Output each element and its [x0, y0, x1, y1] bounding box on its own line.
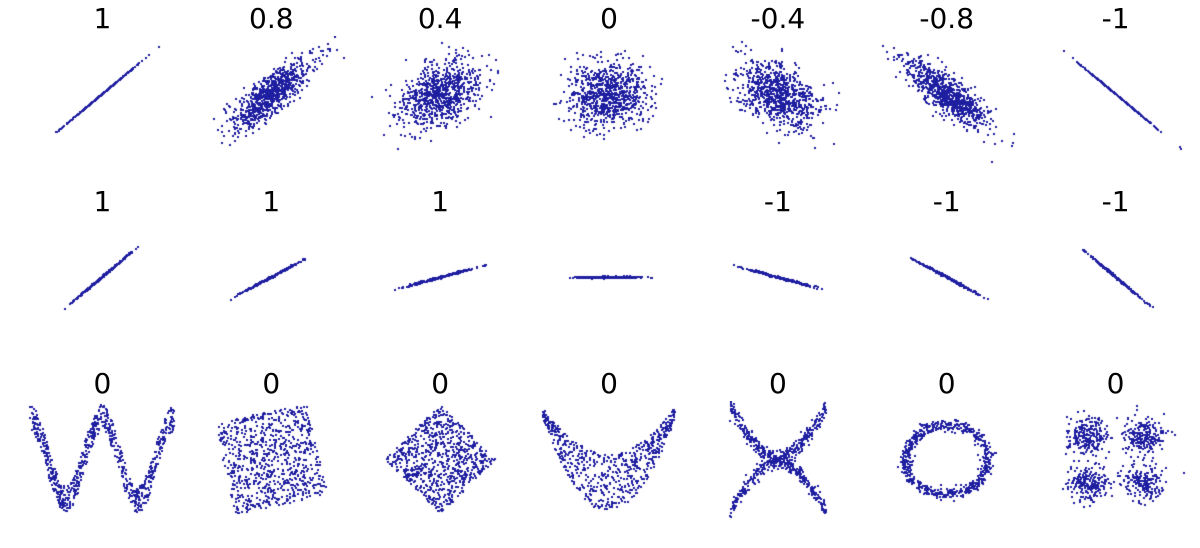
panel-row2-col2: 1 [187, 183, 356, 366]
correlation-label: -1 [1101, 184, 1130, 218]
correlation-label: 1 [93, 2, 112, 35]
panel-row1-col7: -1 [1031, 0, 1200, 183]
correlation-label: -0.8 [919, 2, 975, 35]
panel-row3-col6: 0 [862, 365, 1031, 548]
panel-row3-col1: 0 [18, 365, 187, 548]
scatter-canvas [524, 401, 693, 548]
panel-row2-col6: -1 [862, 183, 1031, 366]
correlation-label: 0 [937, 367, 956, 401]
panel-row3-col5: 0 [693, 365, 862, 548]
correlation-label: 1 [93, 184, 112, 218]
panel-row2-col5: -1 [693, 183, 862, 366]
scatter-canvas [693, 36, 862, 182]
scatter-canvas [1031, 218, 1200, 365]
scatter-canvas [524, 36, 693, 182]
scatter-canvas [693, 401, 862, 548]
scatter-canvas [862, 218, 1031, 365]
scatter-canvas [1031, 401, 1200, 548]
correlation-label: 0 [262, 367, 281, 401]
panel-row3-col2: 0 [187, 365, 356, 548]
scatter-canvas [356, 401, 525, 548]
correlation-label: 1 [431, 184, 450, 218]
scatter-canvas [524, 218, 693, 365]
correlation-label: 0 [600, 2, 618, 35]
panel-row2-col4 [524, 183, 694, 366]
panel-row2-col7: -1 [1031, 183, 1200, 366]
panel-row2-col1: 1 [18, 183, 187, 366]
panel-row1-col4: 0 [524, 0, 694, 183]
scatter-canvas [862, 401, 1031, 548]
scatter-canvas [1031, 36, 1200, 182]
scatter-canvas [187, 36, 356, 182]
correlation-label: -0.4 [750, 2, 806, 35]
correlation-label: 0 [768, 367, 787, 401]
scatter-canvas [187, 401, 356, 548]
panel-row3-col3: 0 [356, 365, 525, 548]
panel-row3-col4: 0 [524, 365, 694, 548]
correlation-label: -1 [932, 184, 961, 218]
scatter-canvas [356, 36, 525, 182]
panel-row2-col3: 1 [356, 183, 525, 366]
correlation-label: 1 [262, 184, 281, 218]
panel-row1-col5: -0.4 [693, 0, 862, 183]
scatter-canvas [18, 36, 187, 182]
scatter-canvas [693, 218, 862, 365]
scatter-canvas [18, 218, 187, 365]
correlation-label: 0 [93, 367, 112, 401]
correlation-label: -1 [763, 184, 792, 218]
correlation-label: 0.8 [249, 2, 294, 35]
scatter-canvas [187, 218, 356, 365]
panel-row1-col3: 0.4 [356, 0, 525, 183]
correlation-label: 0.4 [417, 2, 463, 35]
panel-row3-col7: 0 [1031, 365, 1200, 548]
correlation-label: -1 [1101, 2, 1130, 35]
panel-row1-col1: 1 [18, 0, 187, 183]
correlation-label: 0 [1106, 367, 1125, 401]
correlation-label: 0 [600, 367, 618, 401]
scatter-canvas [18, 401, 187, 548]
panel-row1-col2: 0.8 [187, 0, 356, 183]
correlation-label: 0 [431, 367, 450, 401]
scatter-canvas [862, 36, 1031, 182]
panel-row1-col6: -0.8 [862, 0, 1031, 183]
scatter-canvas [356, 218, 525, 365]
